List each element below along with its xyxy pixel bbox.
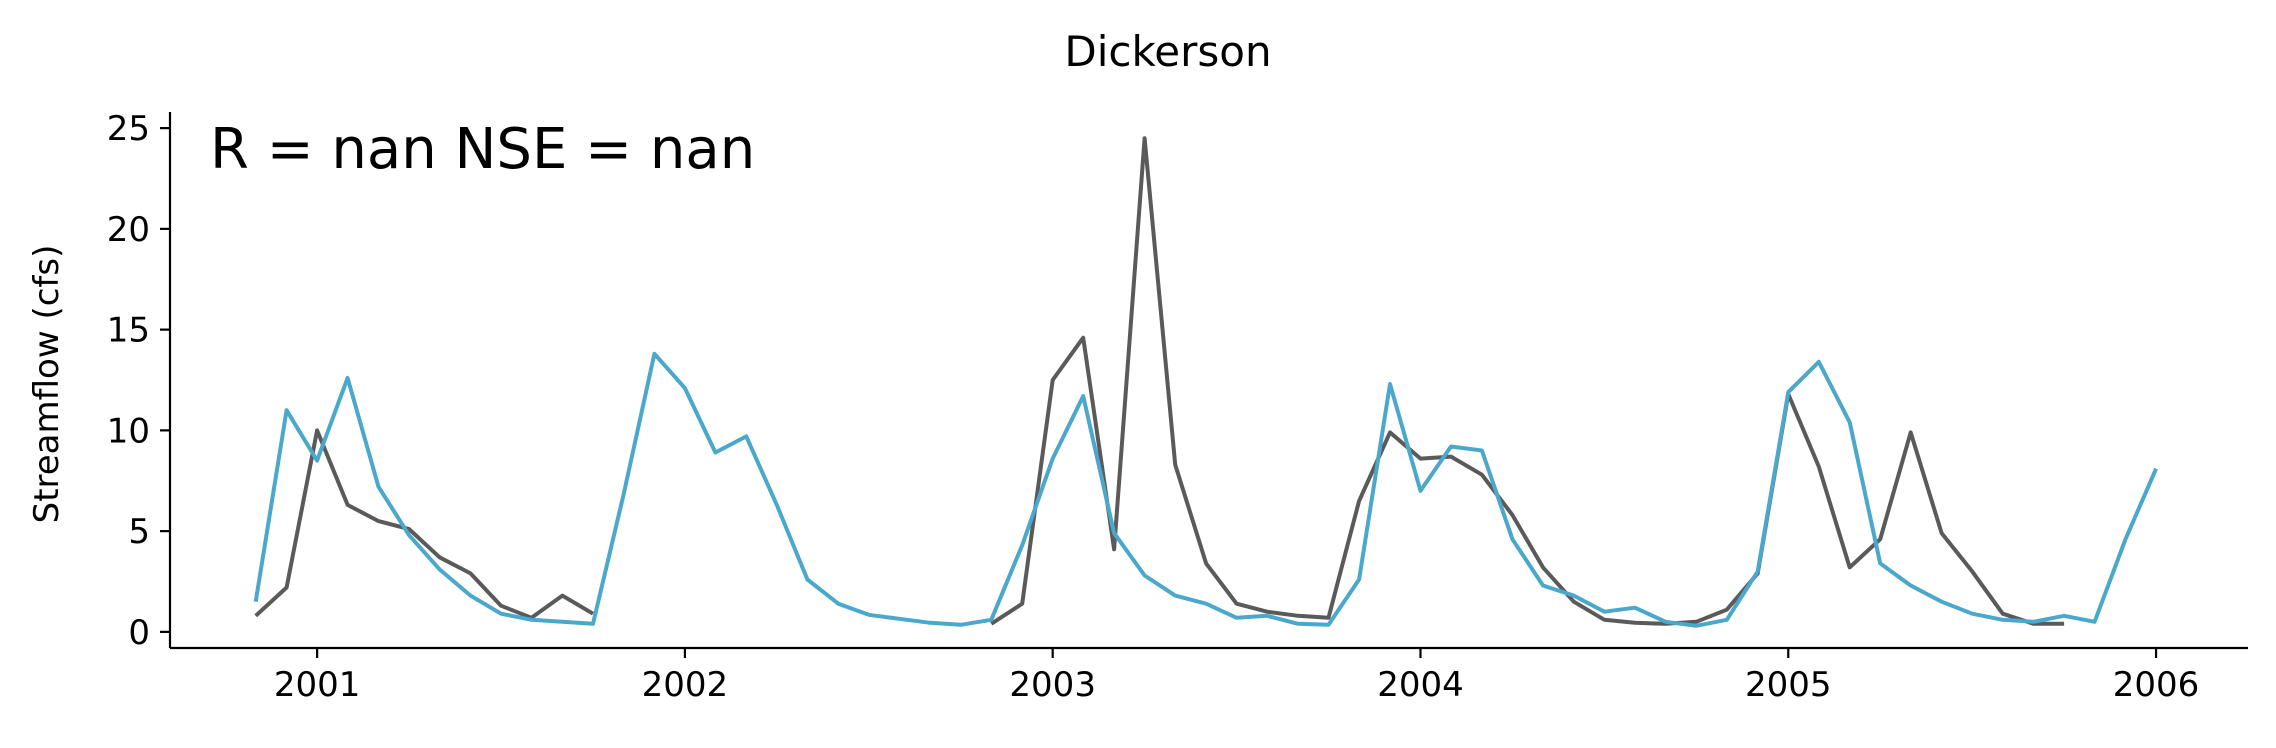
- x-tick-label: 2001: [274, 665, 361, 705]
- y-axis-ticks: 0 5 10 15 20 25: [107, 109, 170, 653]
- y-tick-label: 0: [128, 613, 150, 653]
- x-axis-ticks: 2001 2002 2003 2004 2005 2006: [274, 648, 2199, 705]
- y-tick-label: 15: [107, 311, 150, 351]
- observed-series-line: [254, 136, 2065, 626]
- metrics-annotation: R = nan NSE = nan: [210, 117, 755, 182]
- series-layer: [253, 136, 2158, 628]
- chart-title: Dickerson: [1064, 27, 1271, 76]
- x-tick-label: 2004: [1377, 665, 1464, 705]
- simulated-series-line: [253, 351, 2158, 628]
- x-tick-label: 2006: [2113, 665, 2200, 705]
- y-tick-label: 10: [107, 411, 150, 451]
- y-axis-label: Streamflow (cfs): [27, 245, 67, 524]
- y-tick-label: 25: [107, 109, 150, 149]
- y-tick-label: 20: [107, 210, 150, 250]
- x-tick-label: 2002: [642, 665, 729, 705]
- y-tick-label: 5: [128, 512, 150, 552]
- x-tick-label: 2003: [1009, 665, 1096, 705]
- x-tick-label: 2005: [1745, 665, 1832, 705]
